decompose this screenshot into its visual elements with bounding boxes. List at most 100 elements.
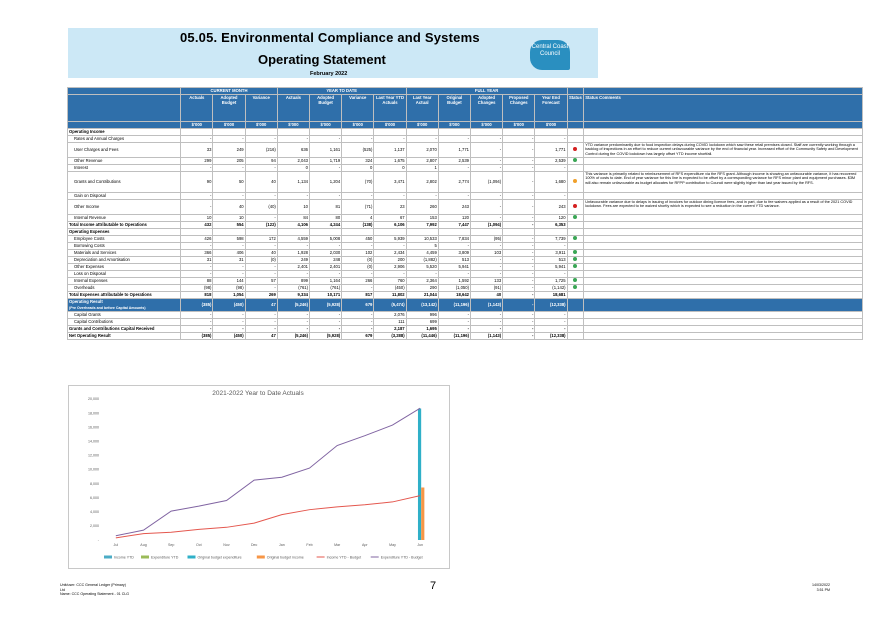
legend-label: Original budget income: [267, 555, 304, 559]
status-green-icon: [573, 215, 578, 220]
row-label-text: Borrowing Costs: [74, 243, 105, 249]
cell-value: -: [212, 164, 246, 172]
cell-value: 10: [180, 214, 214, 222]
cell-value: 10: [276, 199, 311, 215]
cell-value: 450: [341, 235, 375, 243]
cell-value: -: [244, 214, 278, 222]
cell-value: 7,739: [534, 235, 568, 243]
cell-value: (70): [341, 171, 375, 193]
cell-value: -: [212, 242, 246, 250]
cell-value: 1,204: [308, 171, 343, 193]
table-row: Total Expenses attributable to Operation…: [66, 291, 863, 299]
council-logo: Central Coast Council: [530, 40, 570, 70]
cell-value: [212, 128, 246, 136]
status-comment: [583, 256, 863, 264]
cell-value: [244, 228, 278, 236]
status-cell: [566, 135, 585, 143]
cell-value: 1,137: [373, 142, 407, 158]
legend-label: Original budget expenditure: [198, 555, 242, 559]
cell-value: -: [502, 242, 536, 250]
cell-value: 6,106: [373, 221, 407, 229]
cell-value: 11,802: [373, 291, 407, 299]
status-comment: [583, 284, 863, 292]
cell-value: -: [341, 284, 375, 292]
header-blank: [583, 121, 863, 129]
row-label: User Charges and Fees: [66, 142, 182, 158]
status-comment: Unfavourable variance due to delays in i…: [583, 199, 863, 215]
cell-value: (40): [244, 199, 278, 215]
cell-value: -: [469, 135, 504, 143]
status-cell: [566, 128, 585, 136]
status-cell: [566, 249, 585, 257]
footer-left: Unit/user: CCC General Ledger (Primary) …: [60, 583, 129, 597]
cell-value: 679: [341, 332, 375, 340]
row-label-text: Interest: [74, 165, 88, 171]
cell-value: -: [276, 270, 311, 278]
status-cell: [566, 318, 585, 326]
cell-value: -: [180, 135, 214, 143]
cell-value: 2,401: [276, 263, 311, 271]
cell-value: -: [212, 192, 246, 200]
cell-value: -: [308, 318, 343, 326]
cell-value: -: [534, 318, 568, 326]
cell-value: 406: [212, 249, 246, 257]
cell-value: 10: [212, 214, 246, 222]
cell-value: 7,834: [437, 235, 471, 243]
cell-value: -: [469, 157, 504, 165]
unit-label: $'000: [373, 121, 407, 129]
cell-value: 2,043: [276, 157, 311, 165]
page-subtitle: Operating Statement: [258, 52, 386, 67]
cell-value: -: [276, 325, 311, 333]
cell-value: 260: [405, 199, 439, 215]
cell-value: 88: [180, 277, 214, 285]
cell-value: (450): [373, 284, 407, 292]
cell-value: 80: [308, 214, 343, 222]
legend-label: Expenditure YTD: [151, 555, 179, 559]
status-cell: [566, 311, 585, 319]
cell-value: 1,928: [276, 249, 311, 257]
table-row: Overheads (98) (98) - (761) (761) - (450) 290 (1,…: [66, 284, 863, 292]
status-comment: [583, 318, 863, 326]
cell-value: 4,559: [276, 235, 311, 243]
legend-label: Expenditure YTD - Budget: [381, 555, 423, 559]
cell-value: 10,171: [308, 291, 343, 299]
status-cell: [566, 171, 585, 193]
x-tick-label: Feb: [306, 543, 312, 547]
cell-value: 2,906: [373, 263, 407, 271]
cell-value: -: [534, 164, 568, 172]
status-comment: [583, 277, 863, 285]
ytd-actuals-chart: - 2,000 4,000 6,000 8,000 10,000 12,000 14,000 1…: [88, 397, 425, 559]
legend-swatch: [141, 555, 149, 559]
cell-value: [373, 228, 407, 236]
cell-value: -: [469, 263, 504, 271]
status-green-icon: [573, 278, 578, 283]
table-row: Operating Result (Pre Overheads and befor…: [66, 298, 863, 312]
cell-value: [437, 228, 471, 236]
unit-label: $'000: [341, 121, 375, 129]
status-green-icon: [573, 257, 578, 262]
cell-value: (216): [244, 142, 278, 158]
status-comment: [583, 157, 863, 165]
status-cell: [566, 142, 585, 158]
cell-value: 2,364: [405, 277, 439, 285]
cell-value: (98): [212, 284, 246, 292]
row-label: Materials and Services: [66, 249, 182, 257]
cell-value: [405, 228, 439, 236]
header-blank: [66, 94, 182, 122]
row-label: Employee Costs: [66, 235, 182, 243]
cell-value: -: [502, 325, 536, 333]
cell-value: -: [534, 135, 568, 143]
cell-value: -: [180, 311, 214, 319]
y-tick-label: 12,000: [88, 454, 99, 458]
cell-value: 266: [341, 277, 375, 285]
cell-value: -: [244, 318, 278, 326]
row-label-text: Operating Income: [69, 129, 105, 135]
cell-value: -: [405, 192, 439, 200]
status-comment: [583, 270, 863, 278]
cell-value: 0: [276, 164, 311, 172]
row-label-text: Gain on Disposal: [74, 193, 106, 199]
row-label-text: Other Revenue: [74, 158, 103, 164]
legend-swatch: [256, 555, 265, 559]
cell-value: [276, 228, 311, 236]
y-tick-label: 10,000: [88, 468, 99, 472]
